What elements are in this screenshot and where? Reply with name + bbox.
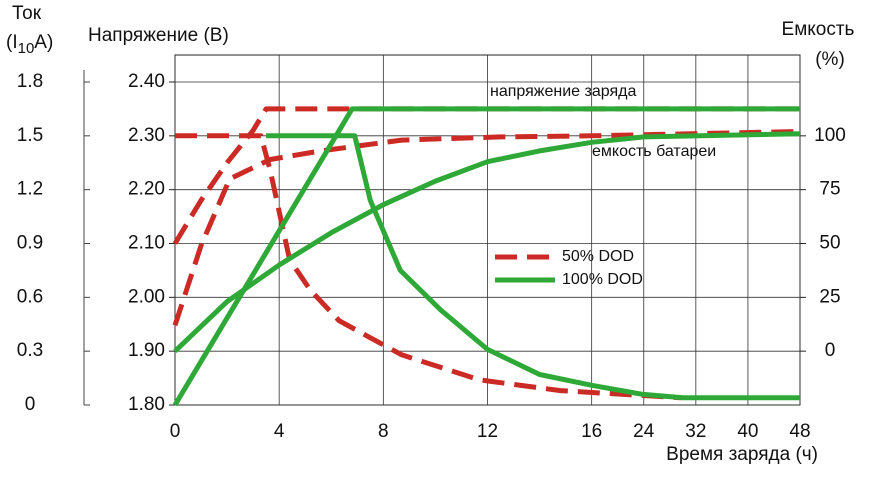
x-tick-label: 12: [477, 421, 498, 442]
x-tick-label: 48: [789, 421, 810, 442]
annotation: емкость батареи: [592, 143, 716, 160]
y-tick-label: 2.30: [128, 125, 165, 146]
y-tick-label: 2.00: [128, 286, 165, 307]
y2-title: Емкость: [782, 19, 855, 40]
y2-tick-label: 75: [819, 179, 840, 200]
y3-tick-label: 0.6: [17, 286, 43, 307]
curve: [172, 106, 800, 407]
legend-label: 50% DOD: [562, 248, 634, 265]
y3-title-unit: (I10A): [6, 32, 53, 57]
curve: [172, 129, 801, 327]
y2-tick-label: 100: [814, 125, 846, 146]
y3-tick-label: 0.3: [17, 340, 43, 361]
y-tick-label: 1.80: [128, 394, 165, 415]
y2-tick-label: 50: [819, 233, 840, 254]
y-tick-label: 2.10: [128, 233, 165, 254]
y-tick-label: 2.20: [128, 179, 165, 200]
y3-tick-label: 1.5: [17, 125, 43, 146]
y2-tick-label: 0: [825, 340, 836, 361]
x-tick-label: 4: [274, 421, 285, 442]
y-title: Напряжение (В): [88, 25, 229, 46]
y3-tick-label: 0.9: [17, 233, 43, 254]
x-title: Время заряда (ч): [666, 444, 818, 465]
curve: [266, 133, 800, 401]
x-tick-label: 24: [633, 421, 655, 442]
annotation: напряжение заряда: [490, 83, 636, 100]
y3-unit-part: (I: [6, 32, 18, 53]
y3-tick-label: 1.8: [17, 71, 43, 92]
y3-title: Ток: [12, 3, 42, 24]
y-tick-label: 2.40: [128, 71, 165, 92]
curve: [173, 131, 801, 354]
y3-unit-sub: 10: [18, 40, 35, 57]
x-tick-label: 40: [737, 421, 758, 442]
y2-title-unit: (%): [815, 49, 845, 70]
x-tick-label: 0: [170, 421, 181, 442]
curve: [172, 106, 800, 245]
y-tick-label: 1.90: [128, 340, 165, 361]
curve: [175, 133, 682, 401]
x-tick-label: 8: [378, 421, 389, 442]
y3-tick-label: 1.2: [17, 179, 43, 200]
y2-tick-label: 25: [819, 286, 840, 307]
y3-unit-part: A): [34, 32, 53, 53]
x-tick-label: 32: [685, 421, 706, 442]
y3-tick-label: 0: [25, 394, 36, 415]
x-tick-label: 16: [581, 421, 602, 442]
legend-label: 100% DOD: [562, 271, 643, 288]
